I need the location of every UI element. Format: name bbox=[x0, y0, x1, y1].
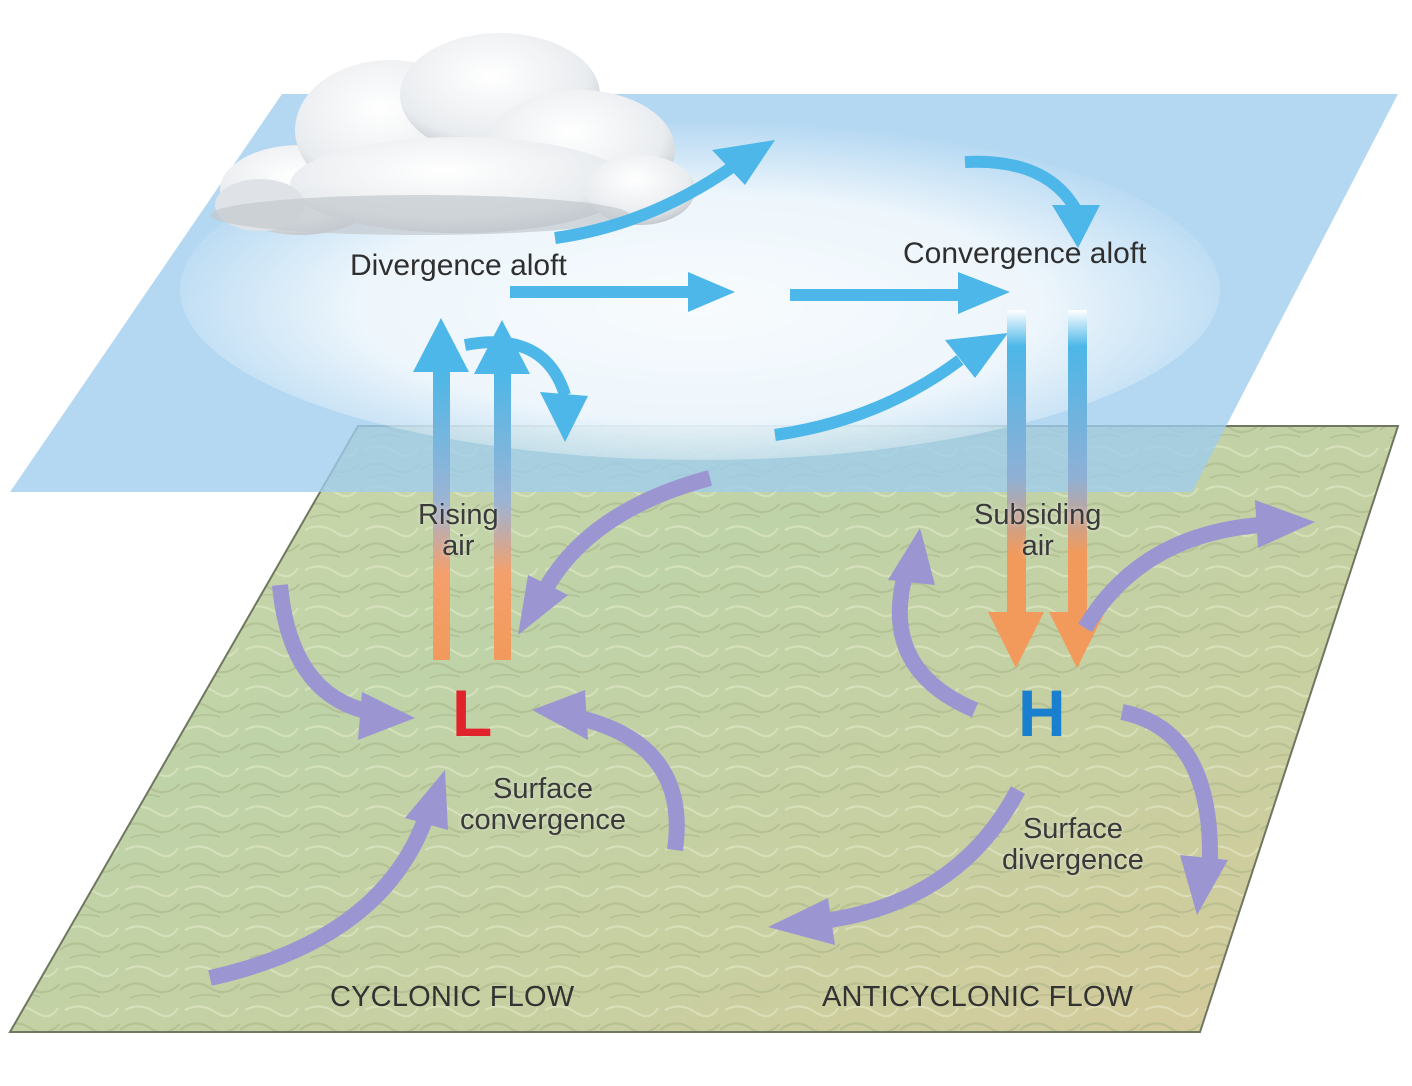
subsiding-air-line-2: air bbox=[1021, 530, 1054, 563]
aloft-flow-arrow-1 bbox=[510, 272, 735, 312]
rising-air-arrows bbox=[413, 318, 530, 660]
surface-divergence-label: Surface divergence bbox=[1002, 813, 1144, 877]
surface-arrow-from-left bbox=[272, 584, 415, 740]
surface-divergence-line-2: divergence bbox=[1002, 844, 1144, 877]
subsiding-arrow-left bbox=[988, 310, 1044, 668]
divergence-aloft-label: Divergence aloft bbox=[350, 249, 567, 282]
rising-air-line-2: air bbox=[442, 530, 475, 563]
surface-convergence-line-2: convergence bbox=[460, 804, 627, 837]
high-pressure-symbol: H bbox=[1018, 676, 1066, 750]
rising-air-line-1: Rising bbox=[418, 499, 499, 531]
subsiding-air-arrows bbox=[988, 310, 1105, 668]
surface-arrow-out-upper-left bbox=[888, 528, 979, 718]
surface-arrow-out-bottom bbox=[768, 786, 1026, 945]
surface-arrow-from-bottom bbox=[208, 770, 448, 986]
subsiding-air-label: Subsiding air bbox=[974, 499, 1102, 563]
anticyclonic-surface-arrows bbox=[768, 500, 1315, 945]
anticyclonic-flow-label: ANTICYCLONIC FLOW bbox=[822, 981, 1134, 1013]
surface-convergence-label: Surface convergence bbox=[460, 773, 627, 837]
surface-convergence-line-1: Surface bbox=[493, 773, 593, 805]
upper-flow-arrows bbox=[463, 140, 1100, 442]
ground-plane bbox=[8, 425, 1400, 1033]
cyclonic-flow-label: CYCLONIC FLOW bbox=[330, 981, 575, 1013]
surface-arrow-from-right bbox=[532, 690, 685, 852]
cyclonic-surface-arrows bbox=[208, 470, 713, 986]
divergence-arrow-up-right bbox=[554, 140, 775, 244]
surface-arrow-out-right bbox=[1120, 704, 1228, 915]
rising-arrow-left bbox=[413, 318, 469, 660]
convergence-arrow-curved-top bbox=[964, 155, 1100, 248]
low-pressure-symbol: L bbox=[452, 676, 493, 750]
convergence-aloft-label: Convergence aloft bbox=[903, 237, 1147, 270]
cloud-icon bbox=[210, 33, 695, 235]
rising-air-label: Rising air bbox=[418, 499, 499, 563]
surface-arrow-from-upper-right bbox=[518, 470, 713, 635]
aloft-flow-arrow-2 bbox=[790, 272, 1010, 314]
subsiding-air-line-1: Subsiding bbox=[974, 499, 1102, 531]
divergence-arrow-curl bbox=[463, 336, 588, 442]
surface-divergence-line-1: Surface bbox=[1022, 813, 1123, 845]
surface-arrow-out-upper-right bbox=[1078, 500, 1315, 633]
convergence-arrow-lower bbox=[774, 333, 1008, 441]
rising-arrow-right bbox=[474, 320, 530, 660]
